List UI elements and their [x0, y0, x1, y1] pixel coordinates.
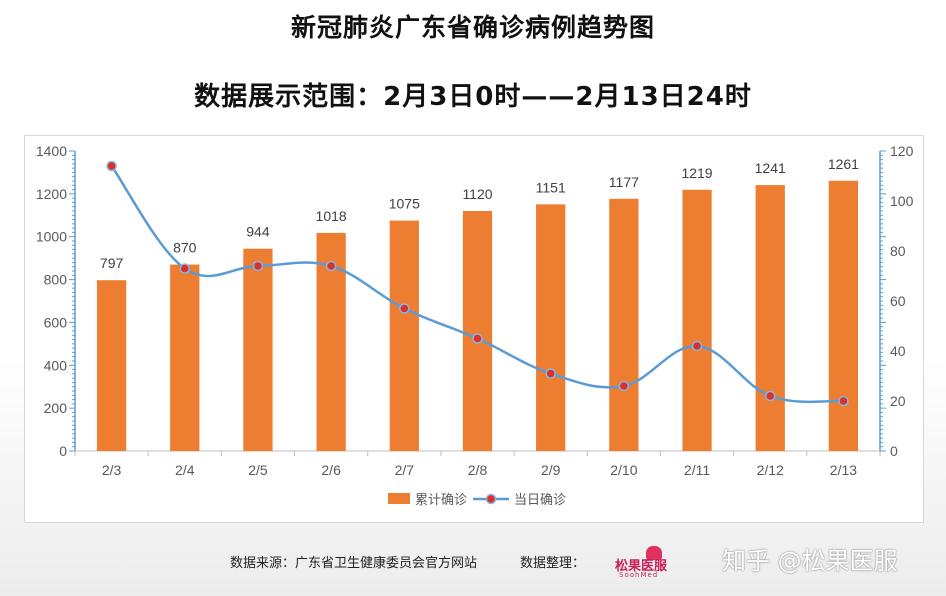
x-axis-tick-label: 2/11	[684, 462, 710, 478]
bar-cumulative	[828, 180, 859, 451]
bar-data-label: 944	[246, 224, 270, 240]
bar-cumulative	[609, 198, 639, 451]
combo-chart: 0 200 400 600 800 1000 1200 1400 0 20 40 60 80 100 120…	[36, 143, 914, 508]
brand-logo-subtext: SoohMed	[619, 571, 659, 579]
legend-label-daily: 当日确诊	[514, 493, 566, 508]
bar-data-label: 1219	[681, 165, 712, 181]
bar-cumulative	[96, 280, 127, 451]
y-axis-right-tick-label: 0	[890, 443, 898, 459]
bar-data-label: 1151	[536, 179, 566, 195]
chart-title: 新冠肺炎广东省确诊病例趋势图	[290, 13, 655, 42]
bar-cumulative	[243, 248, 273, 451]
bar-data-label: 1241	[755, 160, 786, 176]
y-axis-right-tick-label: 100	[890, 193, 914, 209]
x-axis-tick-label: 2/9	[541, 462, 561, 478]
line-point-daily	[325, 260, 337, 272]
bar-data-label: 1261	[828, 156, 859, 172]
bar-data-label: 797	[100, 255, 124, 271]
bar-cumulative	[462, 211, 493, 451]
y-axis-left-tick-label: 0	[59, 443, 67, 459]
pot-icon	[646, 546, 662, 560]
x-axis-tick-label: 2/3	[102, 462, 122, 478]
line-point-daily	[545, 368, 556, 379]
y-axis-left-tick-label: 1000	[36, 229, 67, 245]
line-point-daily	[618, 380, 630, 392]
y-axis-left-tick-label: 1200	[36, 186, 67, 202]
y-axis-right-tick-label: 120	[890, 143, 914, 159]
bar-cumulative	[755, 185, 785, 452]
x-axis-tick-label: 2/4	[175, 462, 195, 478]
bar-cumulative	[536, 204, 566, 451]
y-axis-right-tick-label: 40	[890, 343, 906, 359]
bar-data-label: 870	[173, 240, 197, 256]
y-axis-right-tick-label: 60	[890, 293, 906, 309]
legend-swatch-daily-marker	[485, 493, 497, 505]
x-axis-tick-label: 2/8	[468, 462, 488, 478]
bar-data-label: 1120	[462, 186, 492, 202]
x-axis-tick-label: 2/5	[248, 462, 268, 478]
line-point-daily	[252, 260, 264, 272]
line-point-daily	[399, 303, 410, 314]
y-axis-right-tick-label: 20	[890, 393, 906, 409]
x-axis-tick-label: 2/7	[395, 462, 415, 478]
bar-cumulative	[682, 189, 712, 451]
line-point-daily	[764, 390, 776, 402]
x-axis-tick-label: 2/13	[830, 462, 857, 478]
brand-logo: 松果医服 SoohMed	[613, 544, 697, 584]
y-axis-right-tick-label: 80	[890, 243, 906, 259]
x-axis-tick-label: 2/12	[757, 462, 784, 478]
legend-swatch-cumulative	[388, 493, 410, 504]
bar-data-label: 1075	[389, 196, 420, 212]
x-axis-tick-label: 2/6	[321, 462, 341, 478]
x-axis-tick-label: 2/10	[610, 462, 637, 478]
line-point-daily	[179, 263, 191, 274]
line-point-daily	[472, 333, 483, 344]
bar-data-label: 1177	[609, 174, 639, 190]
y-axis-left-tick-label: 800	[44, 272, 68, 288]
y-axis-left-tick-label: 600	[44, 314, 68, 330]
brand-logo-text: 松果医服	[615, 559, 668, 574]
bar-cumulative	[389, 220, 419, 451]
line-point-daily	[691, 340, 703, 352]
y-axis-left-tick-label: 1400	[36, 143, 67, 159]
y-axis-left-tick-label: 400	[44, 357, 68, 373]
bar-data-label: 1018	[316, 208, 347, 224]
line-point-daily	[838, 395, 849, 407]
data-source-note: 数据来源：广东省卫生健康委员会官方网站	[230, 556, 478, 571]
line-point-daily	[106, 160, 117, 172]
y-axis-left-tick-label: 200	[44, 400, 68, 416]
watermark: 知乎 @松果医服	[722, 547, 898, 575]
data-organizer-note: 数据整理：	[520, 556, 586, 571]
chart-panel: 0 200 400 600 800 1000 1200 1400 0 20 40 60 80 100 120…	[24, 135, 924, 523]
chart-subtitle: 数据展示范围：2月3日0时——2月13日24时	[194, 82, 752, 112]
bar-cumulative	[170, 264, 200, 451]
legend-label-cumulative: 累计确诊	[415, 493, 467, 508]
